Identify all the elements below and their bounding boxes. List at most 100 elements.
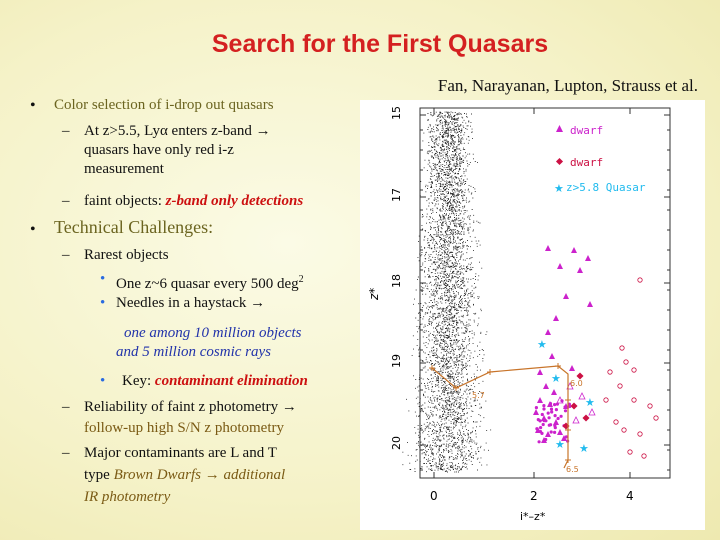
x-tick-label: 4 [626,489,634,503]
l-dwarf-marker [563,293,569,299]
l-dwarf-dot [563,409,568,413]
legend-diamond-icon [555,157,564,166]
x-axis-label: i*–z* [520,510,546,523]
l-dwarf-dot [568,404,572,409]
quasar-track [429,363,571,469]
x-tick-label: 2 [530,489,538,503]
l-dwarf-marker [587,301,593,307]
l-dwarf-dot [540,412,544,417]
open-circle [631,397,637,403]
sub-lya-cont1: quasars have only red i-z [84,142,234,158]
additional-text: → additional [200,467,286,483]
l-dwarf-dot [553,403,557,407]
legend-triangle-icon [556,125,563,132]
l-dwarf-dot [544,437,548,442]
x-tick-label: 0 [430,489,438,503]
l-dwarf-dot [534,406,538,410]
y-tick-label: 20 [390,436,403,450]
open-circle [631,367,637,373]
track-marker [429,365,435,371]
y-tick-label: 17 [390,188,403,202]
sub-contaminants: Major contaminants are L and T [84,445,277,461]
track-marker [555,363,561,369]
l-dwarf-marker [549,353,555,359]
open-circle [627,449,633,455]
l-dwarf-marker [543,383,549,389]
bullet-icon: • [100,295,106,311]
open-triangle [556,396,564,404]
slide-text: • Color selection of i-drop out quasars … [0,96,360,516]
t-dwarf-marker [576,372,584,380]
l-dwarf-dot [546,411,550,415]
faint-emphasis: z-band only detections [165,193,304,209]
open-circle [613,419,619,425]
l-dwarf-marker [557,263,563,269]
dash-icon: – [62,445,70,461]
l-dwarf-marker [571,247,577,253]
sub-needles: Needles in a haystack → [116,295,266,311]
page-title: Search for the First Quasars [211,30,549,58]
color-magnitude-plot: 15 17 18 19 20 z* 0 2 4 i*–z* dwarf dwar… [360,100,705,530]
locus-dots [402,111,492,473]
dash-icon: – [62,247,70,263]
l-dwarf-marker [541,437,547,443]
l-dwarf-dot [549,407,554,411]
t-dwarf-marker [582,414,590,422]
one-quasar-text: One z~6 quasar every 500 deg [116,276,299,292]
open-circle [607,369,613,375]
open-triangle [588,408,596,416]
dash-icon: – [62,399,70,415]
l-dwarf-marker [537,369,543,375]
sub-ir-photometry: IR photometry [84,489,171,505]
track-label: 5.7 [472,391,485,400]
l-dwarf-dot [537,440,541,444]
quasar-points: ★ ★ ★ ★ ★ [537,338,595,455]
track-marker [565,457,571,463]
open-circle [621,427,627,433]
bullet-icon: • [30,97,36,114]
open-circle [637,431,643,437]
l-dwarf-dot [556,416,560,421]
l-dwarf-marker [569,365,575,371]
open-circle [617,383,623,389]
legend-dwarf-t: dwarf [570,156,603,169]
sub-reliability-cont: follow-up high S/N z photometry [84,420,284,436]
l-dwarf-marker [533,409,539,415]
track-marker [565,427,571,433]
l-dwarf-marker [537,397,543,403]
sub-rarest: Rarest objects [84,247,169,263]
l-dwarf-dot [538,419,542,423]
legend-star-icon: ★ [554,182,564,195]
sub-contaminants-cont: type Brown Dwarfs → additional [84,466,285,485]
plot-frame [419,107,671,479]
faint-prefix: faint objects: [84,193,166,209]
l-dwarf-dot [549,430,553,434]
open-circle [647,403,653,409]
bullet-icon: • [100,271,106,287]
y-axis-label: z* [367,288,381,301]
sub-faint-objects: faint objects: z-band only detections [84,192,303,211]
y-tick-label: 19 [390,354,403,368]
l-dwarf-marker [585,255,591,261]
key-prefix: Key: [122,373,155,389]
quasar-marker: ★ [537,338,547,351]
tick-marks [420,108,670,478]
sub-lya: At z>5.5, Lyα enters z-band → [84,123,271,139]
l-dwarf-dot [563,405,567,409]
stellar-locus [402,111,492,473]
bullet-icon: • [100,373,106,389]
track-label: 6.0 [570,379,583,388]
l-dwarf-marker [553,315,559,321]
track-line [431,365,569,469]
bullet-color-selection: Color selection of i-drop out quasars [54,97,274,113]
l-dwarf-dot [553,414,557,418]
t-dwarf-points [562,372,590,430]
l-dwarf-dot [542,407,546,411]
open-circle [641,453,647,459]
open-circle [653,415,659,421]
brown-dwarfs-text: Brown Dwarfs [113,467,201,483]
dash-icon: – [62,193,70,209]
quasar-marker: ★ [555,438,565,451]
l-dwarf-dot [538,430,543,434]
quasar-marker: ★ [551,372,561,385]
